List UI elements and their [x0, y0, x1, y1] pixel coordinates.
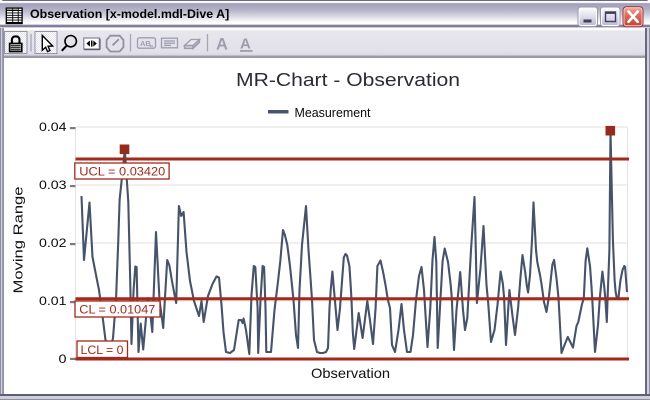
svg-text:LCL = 0: LCL = 0 [81, 345, 124, 357]
svg-text:0.03: 0.03 [39, 178, 67, 192]
svg-text:AB: AB [140, 39, 151, 48]
svg-text:MR-Chart - Observation: MR-Chart - Observation [236, 70, 460, 90]
svg-text:0.01: 0.01 [39, 294, 67, 308]
svg-text:0: 0 [59, 352, 67, 366]
svg-text:Observation: Observation [311, 366, 390, 381]
svg-text:A: A [240, 36, 251, 53]
svg-text:0.04: 0.04 [39, 120, 67, 134]
svg-text:0.02: 0.02 [39, 236, 67, 250]
svg-text:Measurement: Measurement [295, 105, 371, 120]
svg-text:A: A [216, 36, 228, 54]
svg-text:CL = 0.01047: CL = 0.01047 [79, 304, 155, 316]
svg-text:Moving Range: Moving Range [11, 187, 26, 294]
svg-text:UCL = 0.03420: UCL = 0.03420 [79, 166, 165, 178]
